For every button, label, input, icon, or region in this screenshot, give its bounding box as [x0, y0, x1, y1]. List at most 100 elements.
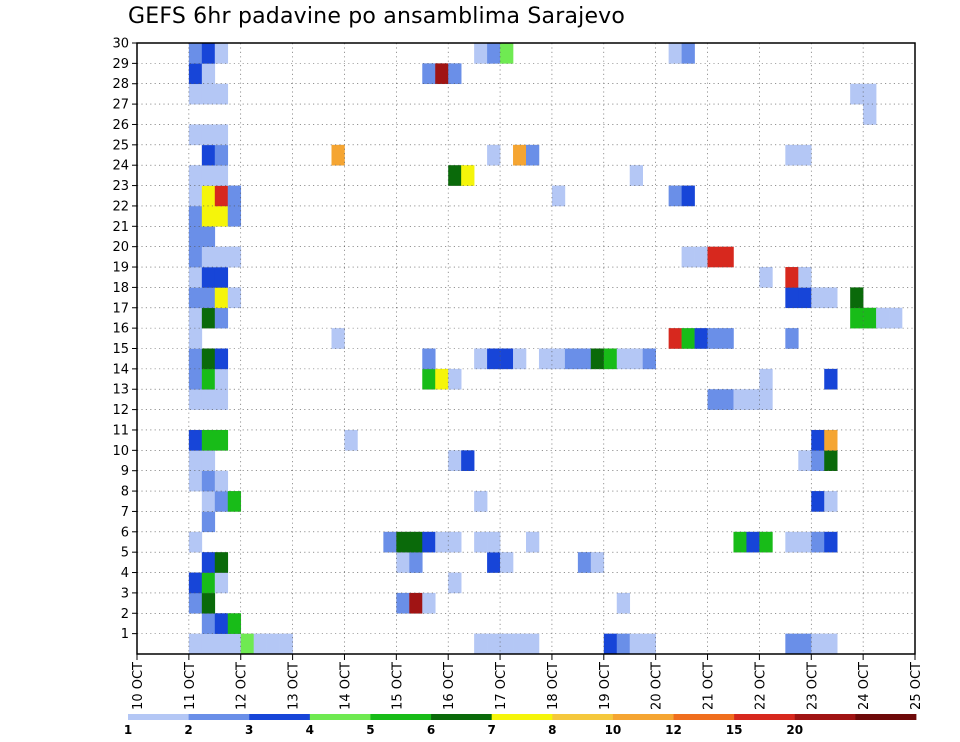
heatmap-cell	[824, 531, 838, 553]
y-tick-label: 8	[121, 485, 129, 500]
heatmap-cell	[759, 368, 773, 390]
y-tick-label: 2	[121, 607, 129, 622]
heatmap-cell	[214, 368, 229, 390]
heatmap-cell	[551, 348, 566, 370]
heatmap-cell	[526, 633, 540, 655]
y-tick-label: 1	[121, 627, 129, 642]
heatmap-cell	[642, 348, 656, 370]
heatmap-cell	[201, 185, 216, 207]
heatmap-cell	[214, 552, 229, 573]
heatmap-cell	[798, 450, 812, 471]
x-tick-label: 10 OCT	[131, 662, 146, 710]
heatmap-cell	[461, 165, 475, 186]
heatmap-cell	[227, 246, 242, 268]
colorbar-label: 6	[427, 723, 435, 737]
x-tick-label: 25 OCT	[909, 662, 924, 710]
heatmap-cell	[201, 511, 216, 533]
heatmap-cell	[188, 348, 203, 370]
heatmap-cell	[201, 205, 216, 227]
y-tick-label: 26	[112, 118, 129, 133]
heatmap-cell	[500, 43, 514, 64]
heatmap-cell	[824, 429, 838, 451]
heatmap-cell	[214, 491, 229, 512]
heatmap-cell	[824, 368, 838, 390]
heatmap-cell	[577, 348, 592, 370]
colorbar-swatch	[612, 714, 674, 720]
heatmap-cell	[603, 348, 618, 370]
x-tick-label: 22 OCT	[753, 662, 768, 710]
heatmap-cell	[629, 165, 643, 186]
heatmap-cell	[188, 307, 203, 329]
heatmap-cell	[422, 368, 436, 390]
heatmap-cell	[266, 633, 280, 655]
heatmap-cell	[422, 592, 436, 614]
y-tick-label: 18	[112, 281, 129, 296]
heatmap-cell	[227, 205, 242, 227]
heatmap-cell	[214, 144, 229, 166]
heatmap-cell	[214, 389, 229, 410]
colorbar-swatch	[128, 714, 190, 720]
heatmap-cell	[396, 531, 410, 553]
heatmap-cell	[409, 592, 423, 614]
x-tick-label: 16 OCT	[442, 662, 457, 710]
heatmap-cell	[590, 552, 605, 573]
heatmap-cell	[798, 531, 812, 553]
heatmap-cell	[188, 429, 203, 451]
heatmap-cell	[383, 531, 397, 553]
colorbar-label: 7	[488, 723, 496, 737]
heatmap-cell	[214, 429, 229, 451]
heatmap-cell	[850, 307, 864, 329]
heatmap-cell	[188, 368, 203, 390]
heatmap-cell	[201, 226, 216, 247]
heatmap-cell	[448, 165, 462, 186]
y-tick-label: 4	[121, 566, 129, 581]
heatmap-cell	[201, 83, 216, 105]
heatmap-cell	[500, 633, 514, 655]
heatmap-cell	[188, 246, 203, 268]
heatmap-cell	[876, 307, 890, 329]
heatmap-cell	[188, 205, 203, 227]
heatmap-cell	[214, 348, 229, 370]
heatmap-cell	[474, 348, 488, 370]
heatmap-cell	[590, 348, 605, 370]
heatmap-cell	[461, 450, 475, 471]
heatmap-cell	[409, 531, 423, 553]
heatmap-cell	[798, 144, 812, 166]
heatmap-cell	[474, 531, 488, 553]
heatmap-cell	[889, 307, 903, 329]
heatmap-cell	[227, 491, 242, 512]
heatmap-cell	[474, 43, 488, 64]
y-tick-label: 17	[112, 301, 129, 316]
heatmap-cell	[707, 246, 721, 268]
heatmap-cell	[331, 144, 345, 166]
heatmap-cell	[811, 633, 825, 655]
heatmap-cell	[435, 368, 449, 390]
heatmap-cell	[201, 450, 216, 471]
heatmap-cell	[214, 246, 229, 268]
heatmap-cell	[629, 348, 643, 370]
heatmap-cell	[811, 429, 825, 451]
heatmap-cell	[798, 633, 812, 655]
heatmap-cell	[188, 572, 203, 594]
heatmap-cell	[188, 267, 203, 288]
colorbar-label: 4	[306, 723, 314, 737]
y-tick-label: 12	[112, 403, 129, 418]
heatmap-cell	[616, 633, 631, 655]
heatmap-cell	[474, 633, 488, 655]
heatmap-cell	[487, 531, 501, 553]
heatmap-cell	[201, 552, 216, 573]
heatmap-cell	[681, 43, 695, 64]
x-tick-label: 13 OCT	[287, 662, 302, 710]
heatmap-cell	[448, 531, 462, 553]
x-axis: 10 OCT 11 OCT 12 OCT 13 OCT 14 OCT 15 OCT 16 O…	[131, 654, 924, 710]
y-tick-label: 14	[112, 362, 129, 377]
heatmap-cell	[448, 63, 462, 85]
heatmap-cell	[642, 633, 656, 655]
y-tick-label: 19	[112, 261, 129, 276]
heatmap-cell	[201, 572, 216, 594]
y-axis: 1234567891011121314151617181920212223242…	[112, 37, 137, 642]
heatmap-cell	[811, 450, 825, 471]
heatmap-cell	[279, 633, 293, 655]
colorbar-label: 12	[665, 723, 682, 737]
colorbar-swatch	[855, 714, 917, 720]
